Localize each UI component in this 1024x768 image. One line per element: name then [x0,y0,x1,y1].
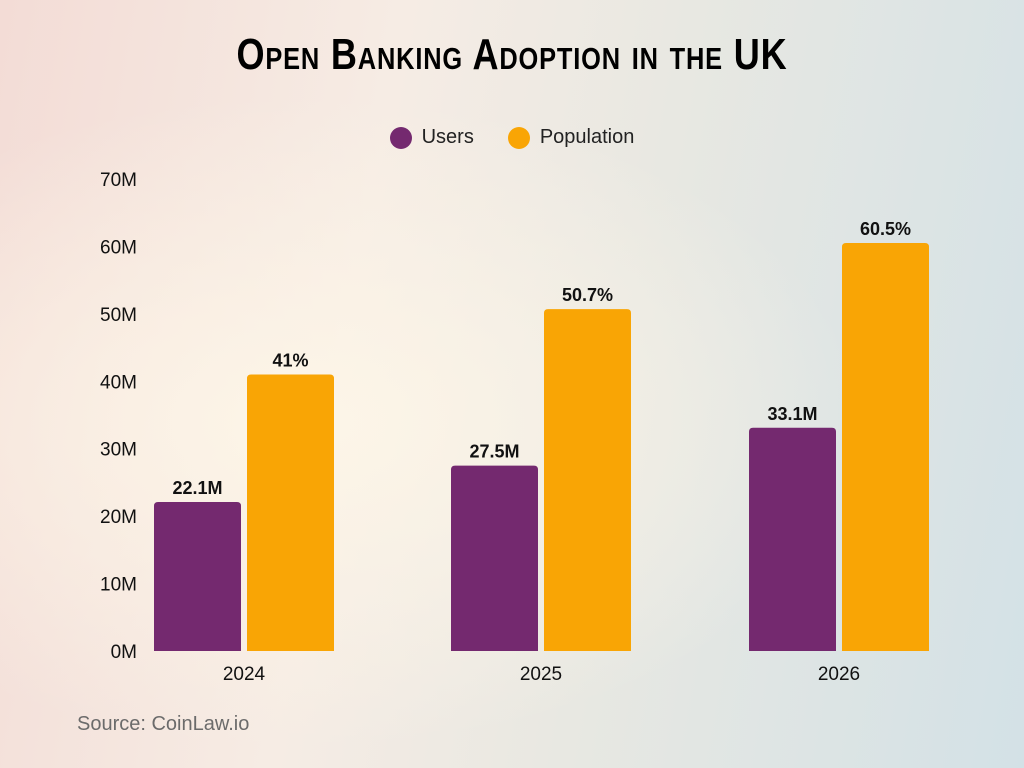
y-tick-label: 20M [100,507,137,528]
data-label: 27.5M [469,442,519,462]
bar-population [544,309,631,651]
bar-users [749,427,836,651]
source-note: Source: CoinLaw.io [77,713,250,735]
x-tick-label: 2026 [818,664,860,685]
y-tick-label: 10M [100,575,137,596]
bar-users [451,465,538,651]
y-tick-label: 70M [100,170,137,191]
y-tick-label: 40M [100,372,137,393]
data-label: 22.1M [172,478,222,498]
y-tick-label: 50M [100,305,137,326]
chart-title: Open Banking Adoption in the UK [236,30,788,79]
data-label: 41% [272,351,308,371]
legend-swatch-users [389,126,412,149]
y-tick-label: 60M [100,237,137,258]
legend-label-users: Users [421,126,474,148]
bar-population [247,374,334,651]
x-tick-label: 2024 [223,664,266,685]
legend-swatch-population [507,126,530,149]
legend-label-population: Population [539,126,635,148]
data-label: 33.1M [767,404,817,424]
bar-population [842,243,929,652]
x-tick-label: 2025 [520,664,562,685]
y-tick-label: 30M [100,440,137,461]
y-tick-label: 0M [111,642,137,663]
data-label: 50.7% [562,285,613,305]
bar-users [154,501,241,651]
legend-item-population: Population [507,126,635,149]
legend-item-users: Users [389,126,474,149]
data-label: 60.5% [860,219,911,239]
legend: Users Population [0,126,1024,149]
